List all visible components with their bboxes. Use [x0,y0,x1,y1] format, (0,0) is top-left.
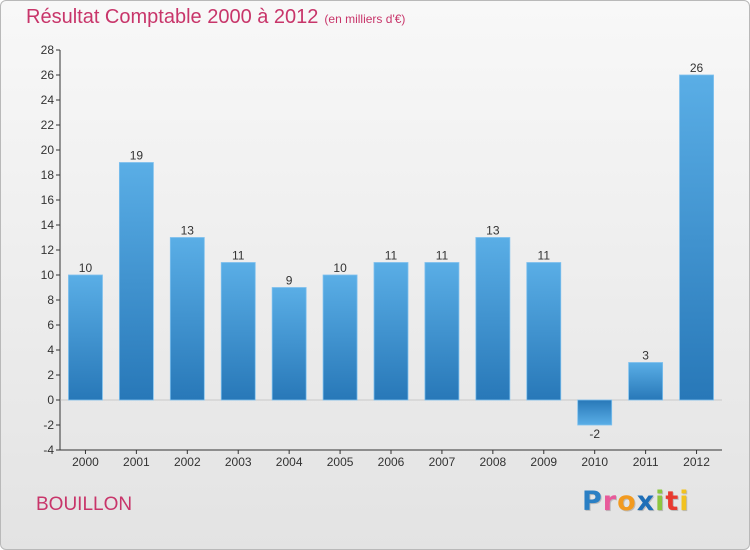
bar [526,262,562,401]
y-tick-label: 4 [47,343,54,357]
data-label: 11 [436,249,449,263]
x-tick-label: 2006 [378,455,405,469]
logo-letter: t [665,486,680,517]
logo-letter: o [617,486,637,517]
title-text: Résultat Comptable 2000 à 2012 [26,6,319,28]
x-tick-label: 2009 [530,455,557,469]
chart-subtitle: (en milliers d'€) [324,12,406,26]
x-tick-label: 2003 [225,455,252,469]
y-tick-label: 24 [41,93,55,107]
logo-letter: i [679,486,690,517]
data-label: 11 [385,249,398,263]
y-tick-label: 22 [41,118,55,132]
bar [169,237,205,401]
data-label: 13 [181,224,195,238]
x-tick-label: 2008 [479,455,506,469]
x-tick-label: 2010 [581,455,608,469]
x-tick-label: 2001 [123,455,150,469]
bar [628,362,664,401]
chart-title: Résultat Comptable 2000 à 2012 (en millie… [26,6,405,29]
data-label: 3 [642,349,649,363]
data-label: 11 [538,249,551,263]
y-tick-label: 10 [41,268,55,282]
data-label: 13 [486,224,500,238]
data-label: 26 [690,61,704,75]
y-tick-label: 28 [41,43,55,57]
logo-letter: x [636,486,656,517]
logo-letter: i [655,486,666,517]
y-tick-label: 12 [41,243,55,257]
y-tick-label: 0 [47,393,54,407]
bar [679,74,714,401]
x-tick-label: 2002 [174,455,201,469]
x-tick-label: 2004 [276,455,303,469]
bar [68,274,103,401]
x-tick-label: 2011 [633,455,659,469]
y-tick-label: 26 [41,68,55,82]
data-label: 11 [232,249,245,263]
y-tick-label: 8 [47,293,54,307]
data-label: 19 [130,149,144,163]
logo-letter: P [582,486,603,517]
data-label: 10 [333,261,347,275]
y-tick-label: 6 [47,318,54,332]
x-tick-label: 2012 [683,455,710,469]
data-label: -2 [589,427,600,441]
commune-name: BOUILLON [36,494,133,515]
y-tick-label: -4 [43,443,54,457]
bar [373,262,409,401]
y-tick-label: 2 [47,368,54,382]
data-label: 10 [79,261,93,275]
bar [424,262,460,401]
x-tick-label: 2007 [429,455,456,469]
y-tick-label: -2 [43,418,54,432]
y-tick-label: 16 [41,193,55,207]
x-tick-label: 2005 [327,455,354,469]
bar [220,262,256,401]
logo-letter: r [602,486,618,517]
bar [118,162,154,401]
data-label: 9 [286,274,293,288]
bar [577,399,613,426]
bar [271,287,307,401]
bar [475,237,511,401]
bar [322,274,358,401]
y-tick-label: 18 [41,168,55,182]
y-tick-label: 20 [41,143,55,157]
proxiti-logo: Proxiti [582,486,690,517]
x-tick-label: 2000 [72,455,99,469]
y-tick-label: 14 [41,218,55,232]
